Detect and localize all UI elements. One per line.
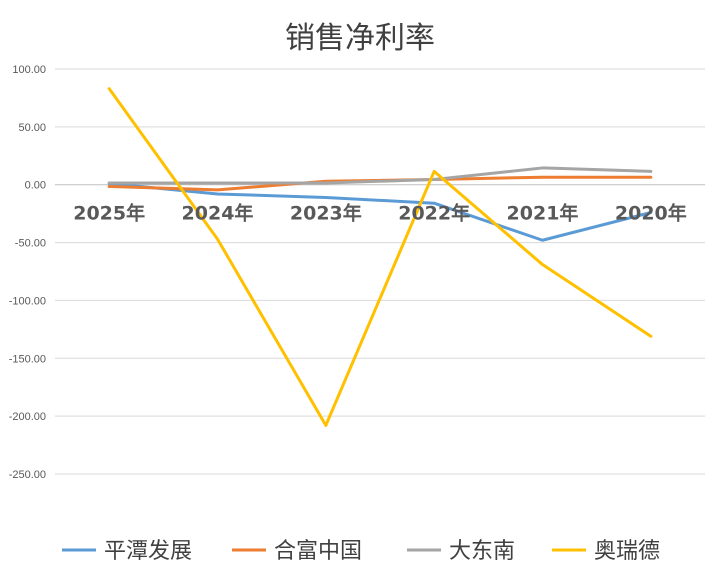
y-tick-label: -100.00 <box>9 295 46 307</box>
legend-label: 合富中国 <box>274 539 362 564</box>
y-tick-label: -50.00 <box>15 238 46 250</box>
series-line <box>107 166 653 185</box>
y-tick-label: 0.00 <box>25 180 46 192</box>
y-axis-ticks: 100.00 50.00 0.00 -50.00 -100.00 -150.00 -200.… <box>9 64 46 481</box>
x-tick-label: 2021年 <box>507 202 579 225</box>
series-line <box>107 182 653 242</box>
x-tick-label: 2025年 <box>73 202 145 225</box>
x-axis-ticks: 2025年 2024年 2023年 2022年 2021年 2020年 <box>73 202 687 225</box>
y-tick-label: 50.00 <box>18 122 46 134</box>
y-tick-label: -200.00 <box>9 411 46 423</box>
y-tick-label: 100.00 <box>12 64 46 76</box>
x-tick-label: 2022年 <box>398 202 470 225</box>
y-tick-label: -250.00 <box>9 469 46 481</box>
legend-label: 平潭发展 <box>104 539 192 564</box>
x-tick-label: 2024年 <box>182 202 254 225</box>
legend-label: 大东南 <box>449 539 515 564</box>
gridlines <box>55 68 705 475</box>
series-lines <box>107 87 653 427</box>
x-tick-label: 2020年 <box>615 202 687 225</box>
y-tick-label: -150.00 <box>9 353 46 365</box>
legend: 平潭发展 合富中国 大东南 奥瑞德 <box>62 539 660 564</box>
chart-title: 销售净利率 <box>285 21 435 56</box>
x-tick-label: 2023年 <box>290 202 362 225</box>
legend-label: 奥瑞德 <box>594 539 660 564</box>
series-line <box>107 87 653 427</box>
